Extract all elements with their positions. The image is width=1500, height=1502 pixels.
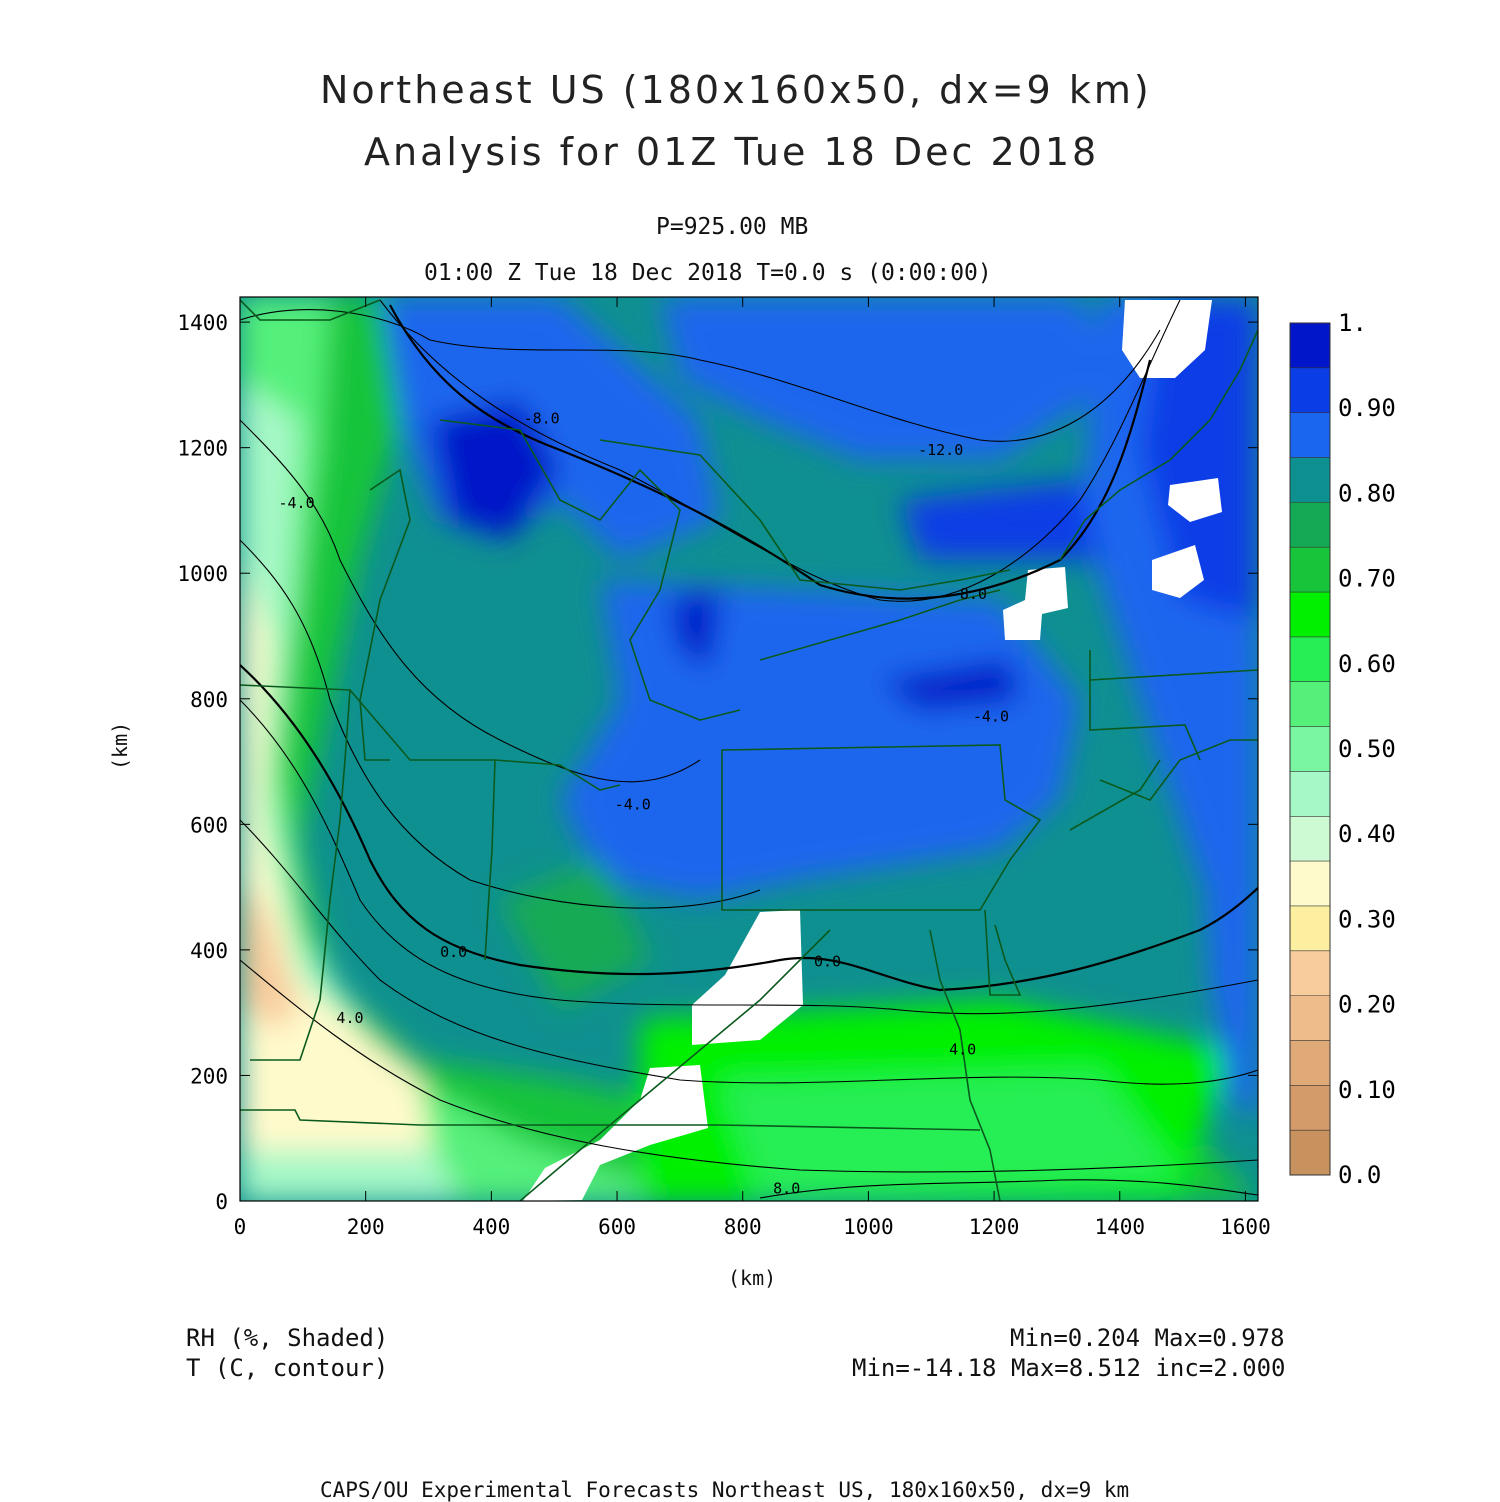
field-contour-label: T (C, contour) <box>186 1354 389 1382</box>
y-tick-label: 1000 <box>177 562 228 586</box>
pressure-level: P=925.00 MB <box>656 214 809 240</box>
colorbar-label: 0.50 <box>1338 735 1396 763</box>
contour-label: 4.0 <box>336 1009 363 1027</box>
colorbar-label: 0.10 <box>1338 1076 1396 1104</box>
y-tick-label: 400 <box>190 939 228 963</box>
colorbar-swatch <box>1290 547 1330 593</box>
colorbar-swatch <box>1290 771 1330 817</box>
contour-label: -4.0 <box>278 494 314 512</box>
x-axis: 0 200 400 600 800 1000 1200 1400 1600 <box>234 297 1271 1239</box>
x-tick-label: 1200 <box>969 1215 1020 1239</box>
contour-label: 8.0 <box>773 1180 800 1198</box>
x-tick-label: 0 <box>234 1215 247 1239</box>
valid-time: 01:00 Z Tue 18 Dec 2018 T=0.0 s (0:00:00… <box>424 260 992 286</box>
colorbar-swatch <box>1290 1130 1330 1176</box>
x-tick-label: 400 <box>472 1215 510 1239</box>
geographic-boundaries <box>240 299 1258 1201</box>
colorbar-swatch <box>1290 1085 1330 1131</box>
x-axis-label: (km) <box>728 1266 777 1290</box>
contour-labels: -12.0 -8.0 -8.0 -4.0 -4.0 -4.0 0.0 0.0 4.0 4.0 8.0 <box>278 409 1009 1198</box>
y-tick-label: 600 <box>190 813 228 837</box>
colorbar-label: 0.40 <box>1338 820 1396 848</box>
x-tick-label: 1400 <box>1094 1215 1145 1239</box>
plot-frame <box>239 296 1259 1202</box>
colorbar-label: 0.60 <box>1338 650 1396 678</box>
colorbar-swatch <box>1290 323 1330 369</box>
colorbar-swatch <box>1290 1040 1330 1086</box>
colorbar <box>1289 322 1331 1176</box>
zero-isotherm <box>240 304 1258 992</box>
colorbar-swatch <box>1290 905 1330 952</box>
contour-stats: Min=-14.18 Max=8.512 inc=2.000 <box>852 1354 1286 1382</box>
colorbar-swatch <box>1290 950 1330 997</box>
contour-label: 0.0 <box>814 952 841 970</box>
colorbar-swatch <box>1290 502 1330 548</box>
contour-label: 4.0 <box>949 1040 976 1058</box>
colorbar-swatch <box>1290 726 1330 772</box>
colorbar-swatch <box>1290 457 1330 503</box>
x-tick-label: 600 <box>598 1215 636 1239</box>
contour-label: -4.0 <box>973 708 1009 726</box>
credit-line: CAPS/OU Experimental Forecasts Northeast… <box>320 1478 1130 1502</box>
contour-label: -8.0 <box>951 585 987 603</box>
y-tick-label: 800 <box>190 688 228 712</box>
colorbar-label: 0.90 <box>1338 394 1396 422</box>
colorbar-swatch <box>1290 995 1330 1041</box>
colorbar-swatch <box>1290 367 1330 414</box>
y-tick-label: 1200 <box>177 437 228 461</box>
colorbar-swatch <box>1290 636 1330 683</box>
x-tick-label: 200 <box>347 1215 385 1239</box>
contour-label: 0.0 <box>440 943 467 961</box>
x-tick-label: 1600 <box>1220 1215 1271 1239</box>
colorbar-label: 1. <box>1338 309 1367 337</box>
colorbar-label: 0.80 <box>1338 479 1396 507</box>
contour-label: -4.0 <box>615 796 651 814</box>
colorbar-swatch <box>1290 681 1330 728</box>
colorbar-swatch <box>1290 592 1330 638</box>
title-line-2: Analysis for 01Z Tue 18 Dec 2018 <box>364 130 1100 174</box>
colorbar-swatch <box>1290 412 1330 459</box>
y-tick-label: 200 <box>190 1064 228 1088</box>
colorbar-label: 0.20 <box>1338 991 1396 1019</box>
shaded-stats: Min=0.204 Max=0.978 <box>1010 1324 1285 1352</box>
colorbar-labels: 1. 0.90 0.80 0.70 0.60 0.50 0.40 0.30 0.20 0.10 0.… <box>1338 309 1396 1189</box>
contour-label: -12.0 <box>918 441 963 459</box>
y-axis-label: (km) <box>108 721 132 770</box>
y-tick-label: 0 <box>215 1190 228 1214</box>
colorbar-label: 0.30 <box>1338 905 1396 933</box>
colorbar-swatch <box>1290 816 1330 862</box>
missing-data-patches <box>523 300 1222 1201</box>
colorbar-swatch <box>1290 861 1330 907</box>
colorbar-label: 0.70 <box>1338 565 1396 593</box>
x-tick-label: 1000 <box>843 1215 894 1239</box>
colorbar-label: 0.0 <box>1338 1161 1381 1189</box>
y-tick-label: 1400 <box>177 311 228 335</box>
title-line-1: Northeast US (180x160x50, dx=9 km) <box>320 68 1152 112</box>
x-tick-label: 800 <box>724 1215 762 1239</box>
contour-label: -8.0 <box>524 409 560 427</box>
y-axis: 0 200 400 600 800 1000 1200 1400 <box>177 311 1258 1214</box>
field-shaded-label: RH (%, Shaded) <box>186 1324 389 1352</box>
colorbar-frame <box>1289 322 1331 1176</box>
